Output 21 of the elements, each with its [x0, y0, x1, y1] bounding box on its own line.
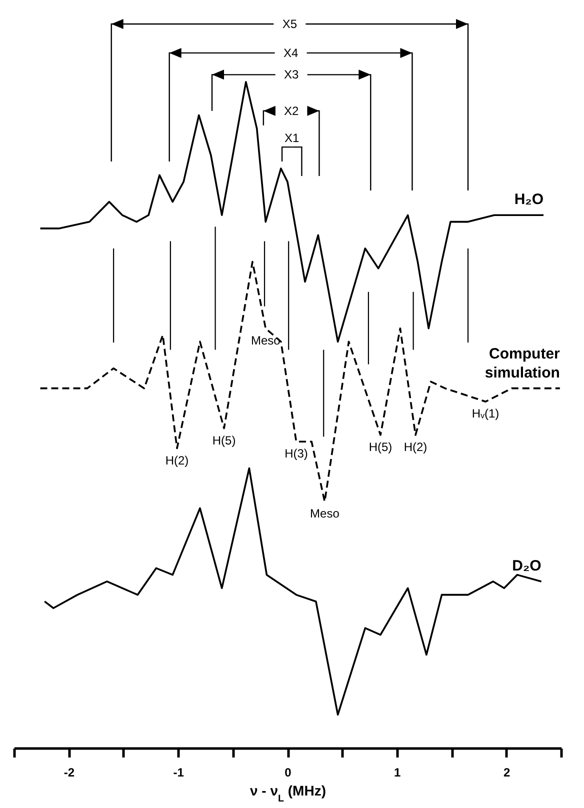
annotation: X2 [284, 104, 299, 118]
series-label: H₂O [514, 191, 544, 208]
x-tick-label: 1 [394, 766, 402, 780]
annotation: H(2) [165, 453, 189, 468]
annotation: H(5) [368, 440, 392, 454]
x-tick-label: -2 [64, 766, 75, 780]
annotation: X1 [284, 131, 300, 146]
text: X5 [282, 17, 298, 31]
x-tick-label: 2 [503, 766, 510, 780]
annotation: H(3) [284, 446, 308, 461]
series-label: D₂O [512, 557, 542, 574]
x-axis-title: ν - ν$_{L}$ (MHz) [250, 782, 326, 804]
annotation: Meso [310, 506, 340, 521]
annotation: H(2) [404, 440, 428, 454]
annotation: H(5) [212, 433, 236, 448]
text: X4 [283, 46, 298, 60]
series-label: Computer simulation [484, 345, 560, 382]
x-tick-label: 0 [284, 766, 292, 780]
annotation: Hᵥ(1) [472, 406, 500, 421]
text: X3 [284, 68, 299, 82]
x-tick-label: -1 [173, 766, 184, 780]
